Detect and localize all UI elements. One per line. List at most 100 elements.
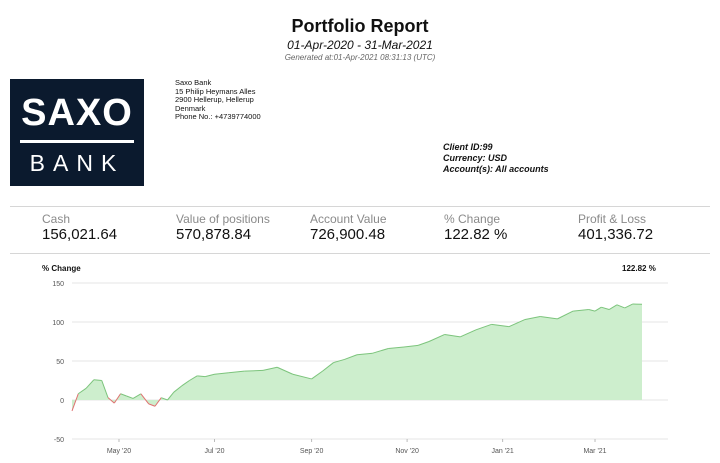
series-segment <box>428 334 445 342</box>
kpi-label: Account Value <box>310 212 387 226</box>
chart-title: % Change <box>42 264 81 273</box>
series-segment <box>311 370 323 380</box>
series-segment <box>228 370 245 374</box>
series-segment <box>113 393 121 404</box>
series-segment <box>624 303 633 309</box>
series-segment <box>524 316 541 321</box>
bank-name: Saxo Bank <box>175 78 212 87</box>
bank-city: 2900 Hellerup, Hellerup <box>175 95 254 104</box>
series-segment <box>356 352 373 356</box>
kpi-value: 570,878.84 <box>176 226 252 243</box>
report-period: 01-Apr-2020 - 31-Mar-2021 <box>287 38 433 52</box>
client-accounts: Account(s): All accounts <box>443 164 549 174</box>
series-segment <box>167 391 175 401</box>
x-tick-label: Nov '20 <box>395 448 419 455</box>
series-segment <box>573 309 589 312</box>
kpi-label: Value of positions <box>176 212 270 226</box>
x-tick-label: Jul '20 <box>204 448 224 455</box>
client-currency: Currency: USD <box>443 153 508 163</box>
series-segment <box>101 380 109 398</box>
series-segment <box>214 372 229 375</box>
y-tick-label: 100 <box>52 320 64 327</box>
divider-top <box>10 206 710 207</box>
series-segment <box>77 387 87 395</box>
series-segment <box>444 333 461 338</box>
kpi-value-of-positions: Value of positions 570,878.84 <box>176 212 270 244</box>
series-segment <box>616 304 625 309</box>
kpi-label: Cash <box>42 212 71 226</box>
series-segment <box>276 366 294 375</box>
series-segment <box>292 373 312 380</box>
series-segment <box>93 379 102 381</box>
x-tick-label: May '20 <box>107 448 131 455</box>
series-segment <box>244 369 264 372</box>
series-segment <box>140 393 150 405</box>
kpi-label: % Change <box>444 212 501 226</box>
series-segment <box>161 397 168 401</box>
kpi-value: 122.82 % <box>444 226 508 243</box>
saxo-bank-logo: SAXO BANK <box>10 79 144 186</box>
bank-address: Saxo Bank 15 Philip Heymans Alles 2900 H… <box>175 78 261 122</box>
series-segment <box>148 403 156 407</box>
y-tick-label: 50 <box>56 359 64 366</box>
logo-line-2: BANK <box>29 150 125 176</box>
generated-timestamp: Generated at:01-Apr-2021 08:31:13 (UTC) <box>284 53 436 62</box>
x-tick-label: Jan '21 <box>491 448 513 455</box>
series-segment <box>197 375 206 378</box>
kpi-value: 401,336.72 <box>578 226 654 243</box>
series-segment <box>508 319 525 328</box>
divider-bottom <box>10 253 710 254</box>
series-segment <box>344 354 358 360</box>
series-segment <box>417 341 430 346</box>
x-tick-label: Sep '20 <box>300 448 324 455</box>
series-segment <box>608 304 618 310</box>
series-segment <box>107 397 115 404</box>
kpi-value: 726,900.48 <box>310 226 386 243</box>
series-segment <box>85 379 95 389</box>
series-segment <box>491 323 509 328</box>
y-tick-label: 0 <box>60 398 64 405</box>
bank-country: Denmark <box>175 103 206 113</box>
series-segment <box>126 395 134 399</box>
series-segment <box>594 306 602 312</box>
series-segment <box>601 306 610 310</box>
x-tick-label: Mar '21 <box>583 448 606 455</box>
series-segment <box>372 348 389 354</box>
y-tick-label: -50 <box>54 437 64 444</box>
series-segment <box>475 323 492 331</box>
series-segment <box>154 397 162 407</box>
series-segment <box>333 358 345 364</box>
kpi-value: 156,021.64 <box>42 226 118 243</box>
series-segment <box>588 309 596 312</box>
series-segment <box>557 310 574 320</box>
logo-divider <box>20 140 134 143</box>
kpi-account-value: Account Value 726,900.48 <box>310 212 387 244</box>
percent-change-chart: 150 100 50 0 -50 May '20 Jul '20 Sep '20 Nov '20… <box>52 281 668 455</box>
series-segment <box>181 380 190 387</box>
logo-line-1: SAXO <box>21 92 133 134</box>
series-segment <box>262 366 278 371</box>
client-info: Client ID:99 Currency: USD Account(s): A… <box>443 142 549 175</box>
bank-phone: Phone No.: +4739774000 <box>175 112 261 121</box>
series-segment <box>322 362 334 372</box>
series-segment <box>388 346 405 350</box>
series-segment <box>120 393 127 397</box>
series-segment <box>403 344 419 348</box>
series-segment <box>460 329 477 338</box>
report-title: Portfolio Report <box>291 16 429 36</box>
series-segment <box>71 393 79 412</box>
kpi-cash: Cash 156,021.64 <box>42 212 117 244</box>
series-segment <box>173 385 182 393</box>
kpi-label: Profit & Loss <box>578 212 647 226</box>
series-segment <box>189 375 198 381</box>
series-segment <box>204 373 215 378</box>
client-id: Client ID:99 <box>443 142 493 152</box>
kpi-profit-loss: Profit & Loss 401,336.72 <box>578 212 653 244</box>
kpi-percent-change: % Change 122.82 % <box>444 212 507 244</box>
y-tick-label: 150 <box>52 281 64 288</box>
chart-current-value: 122.82 % <box>622 264 656 273</box>
bank-street: 15 Philip Heymans Alles <box>175 86 256 96</box>
area-fill <box>72 304 642 411</box>
report-header: Portfolio Report 01-Apr-2020 - 31-Mar-20… <box>0 16 720 62</box>
series-segment <box>132 393 142 399</box>
